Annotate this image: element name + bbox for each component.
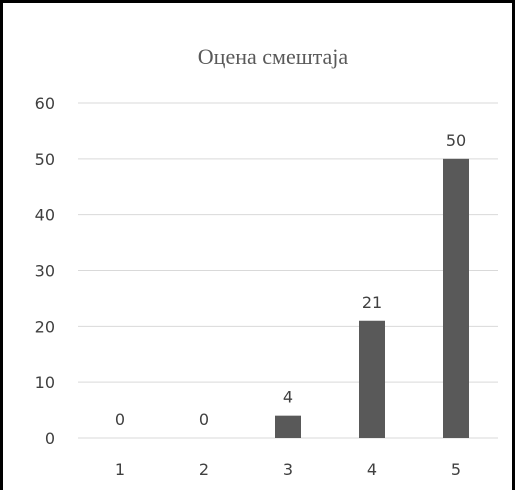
y-axis-ticks: 0 10 20 30 40 50 60 xyxy=(35,94,55,448)
bar-chart: Оцена смештаја 0 10 20 30 40 50 60 0 0 4 21 50 1 2 3… xyxy=(35,44,498,479)
x-axis-ticks: 1 2 3 4 5 xyxy=(115,460,461,479)
data-label: 0 xyxy=(199,410,209,429)
data-label: 4 xyxy=(283,388,293,407)
x-tick-label: 2 xyxy=(199,460,209,479)
data-label: 21 xyxy=(362,293,382,312)
x-tick-label: 1 xyxy=(115,460,125,479)
y-tick-label: 10 xyxy=(35,373,55,392)
bar xyxy=(275,415,301,438)
bar xyxy=(443,158,469,439)
y-tick-label: 60 xyxy=(35,94,55,113)
data-label: 0 xyxy=(115,410,125,429)
y-tick-label: 50 xyxy=(35,150,55,169)
x-tick-label: 4 xyxy=(367,460,377,479)
gridlines xyxy=(78,102,498,439)
data-label: 50 xyxy=(446,131,466,150)
y-tick-label: 40 xyxy=(35,206,55,225)
y-tick-label: 30 xyxy=(35,262,55,281)
x-tick-label: 3 xyxy=(283,460,293,479)
chart-title: Оцена смештаја xyxy=(198,44,349,69)
x-tick-label: 5 xyxy=(451,460,461,479)
y-tick-label: 0 xyxy=(45,429,55,448)
bar xyxy=(359,320,385,438)
bars xyxy=(275,158,469,439)
y-tick-label: 20 xyxy=(35,317,55,336)
data-labels: 0 0 4 21 50 xyxy=(115,131,466,429)
